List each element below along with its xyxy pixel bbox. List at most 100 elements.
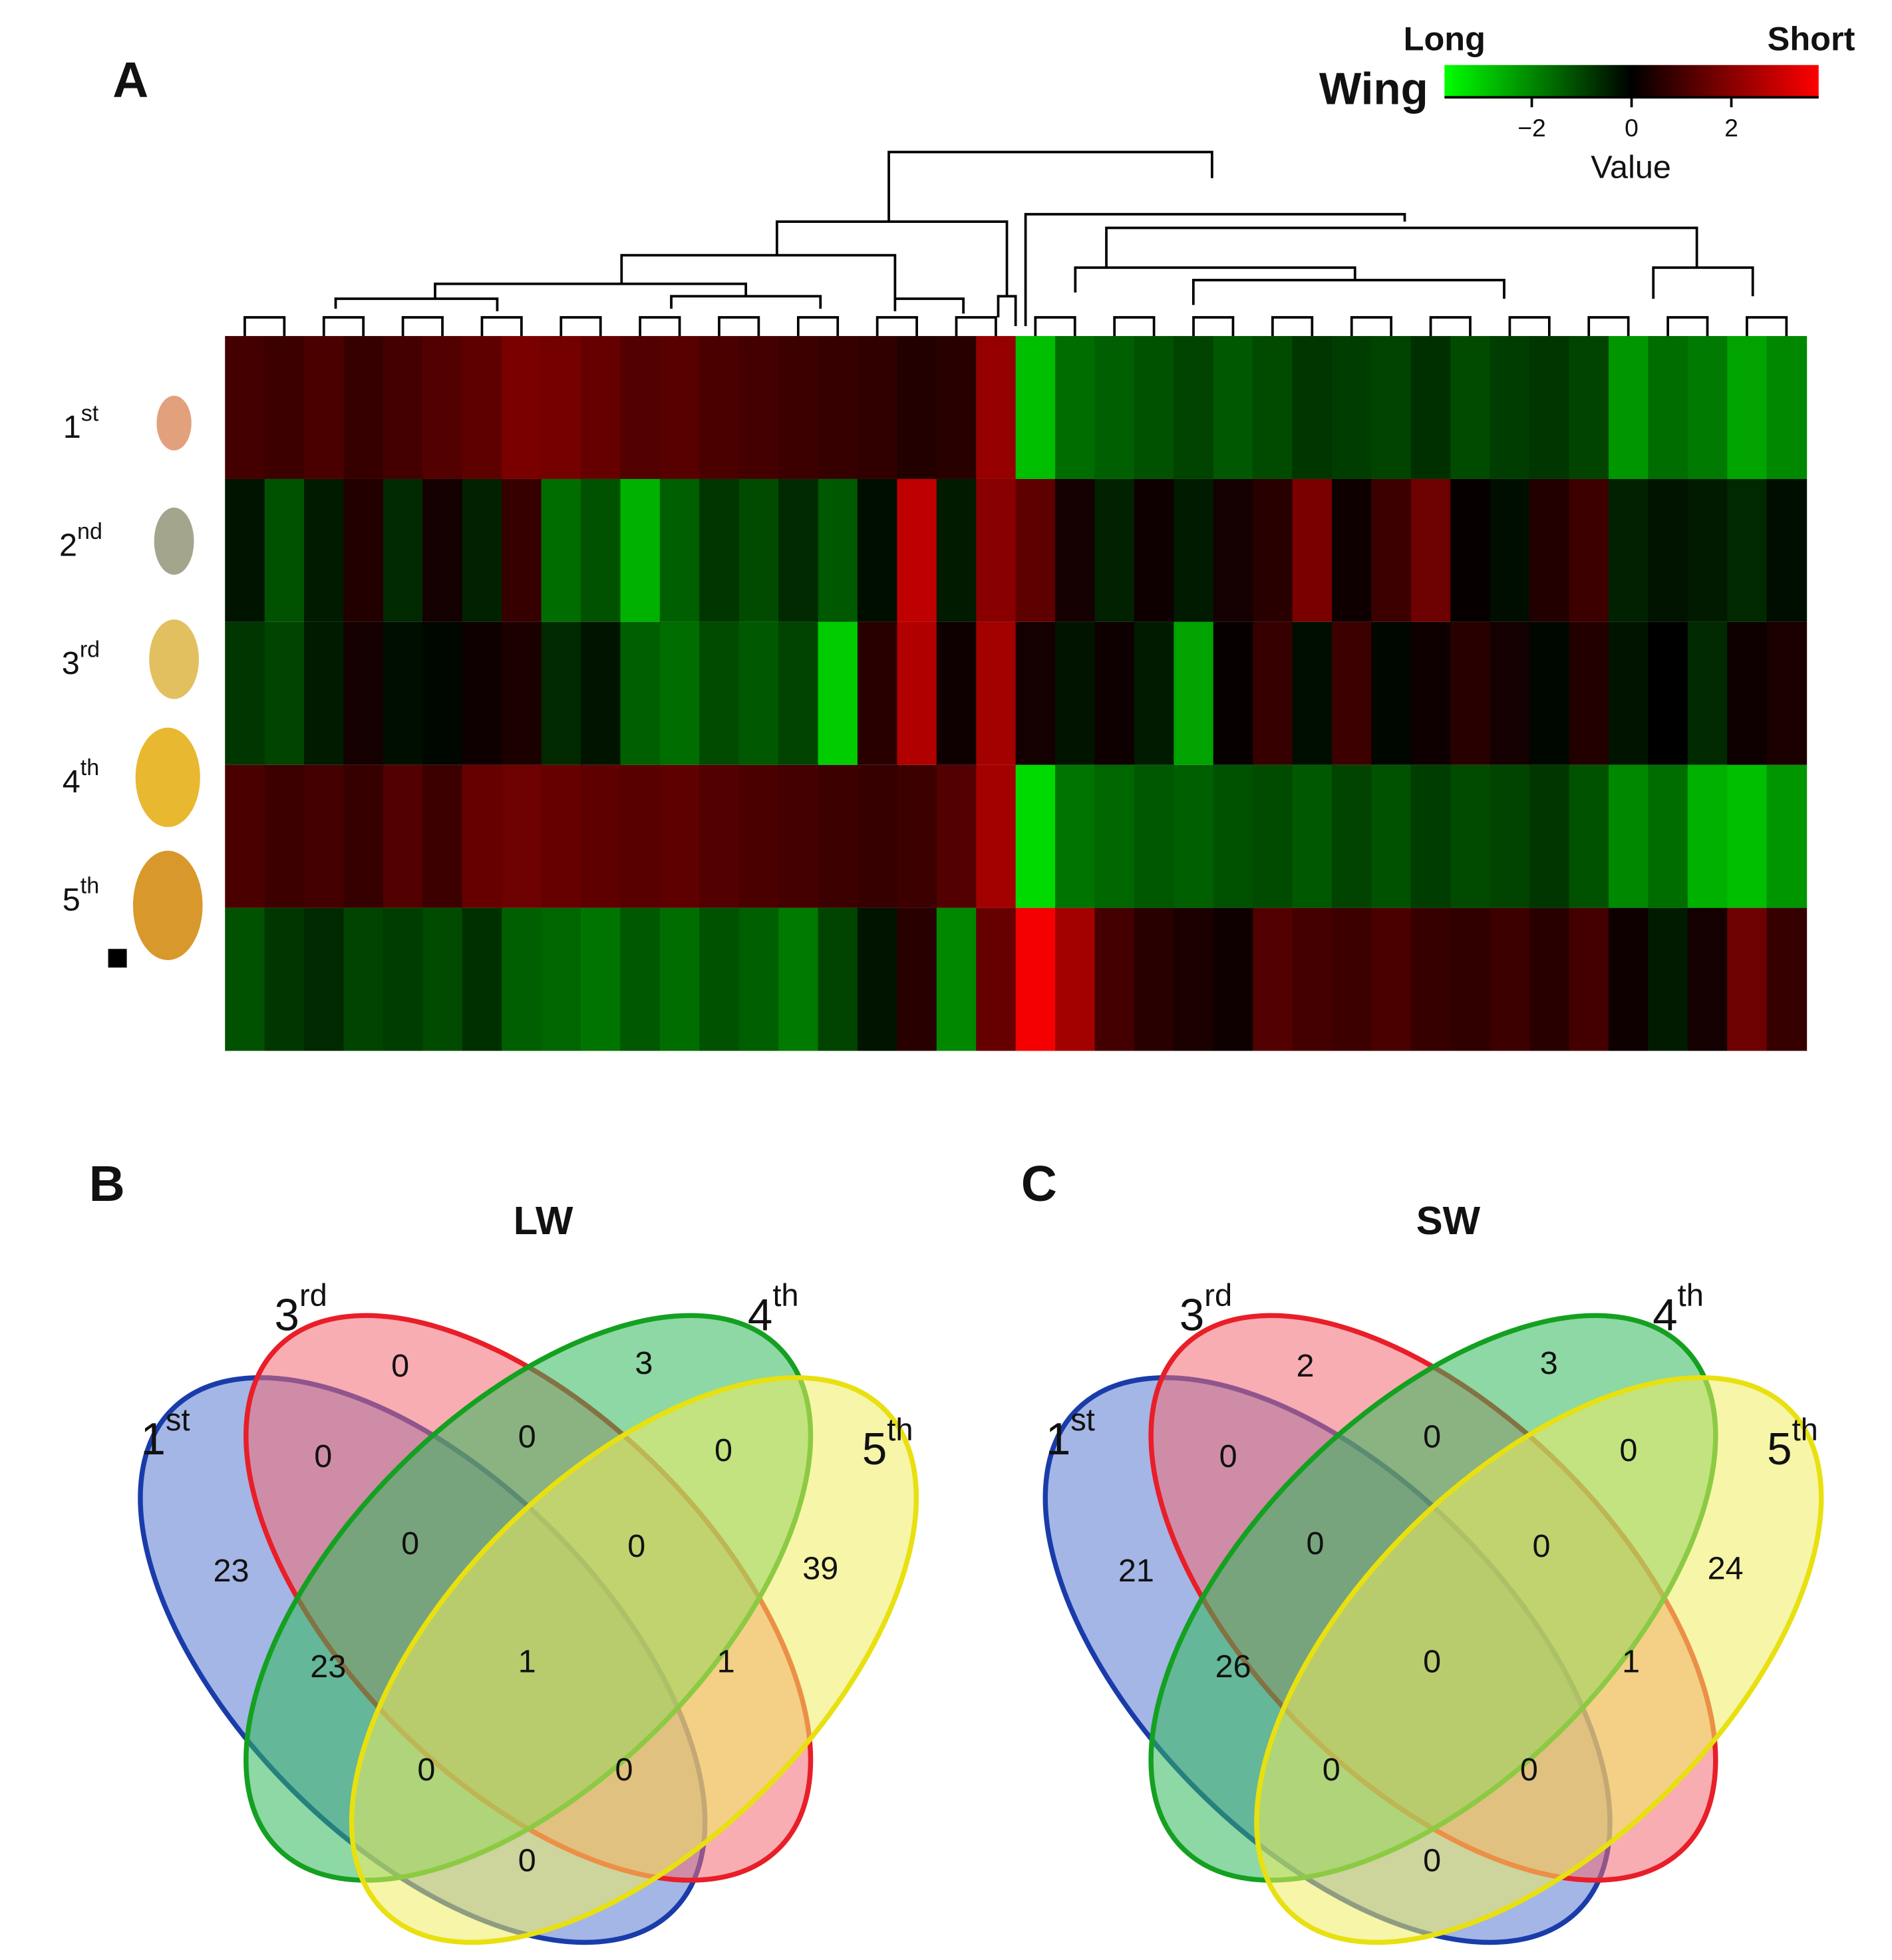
- heatmap-cell: [264, 478, 305, 622]
- venn-count: 23: [310, 1649, 346, 1685]
- dendrogram-leaf: [1271, 316, 1314, 337]
- heatmap-cell: [422, 478, 463, 622]
- row-label: 5th: [63, 873, 99, 917]
- heatmap-cell: [1174, 336, 1214, 479]
- heatmap-cell: [383, 336, 424, 479]
- heatmap-cell: [304, 764, 345, 908]
- heatmap-cell: [1490, 907, 1531, 1051]
- venn-set-label-base: 4: [748, 1290, 772, 1340]
- heatmap-cell: [897, 907, 937, 1051]
- heatmap-cell: [343, 478, 385, 622]
- heatmap-cell: [1253, 907, 1293, 1051]
- dendrogram-leaf: [1113, 316, 1156, 337]
- panel-letter: B: [89, 1156, 125, 1212]
- heatmap-cell: [1015, 907, 1056, 1051]
- dendrogram-leaf: [243, 316, 286, 337]
- venn-count: 1: [518, 1644, 536, 1680]
- heatmap-cell: [462, 907, 503, 1051]
- heatmap-cell: [1055, 478, 1096, 622]
- heatmap-cell: [1727, 478, 1768, 622]
- heatmap-cell: [699, 478, 740, 622]
- venn-set-label-base: 3: [1180, 1290, 1204, 1340]
- heatmap-cell: [264, 764, 305, 908]
- row-label-base: 4: [63, 764, 80, 800]
- dendrogram-leaf: [875, 316, 918, 337]
- heatmap-cell: [422, 621, 463, 765]
- venn-count: 0: [1533, 1528, 1551, 1564]
- heatmap-cell: [1371, 764, 1412, 908]
- venn-set-label-sup: rd: [299, 1277, 327, 1313]
- venn-title: LW: [514, 1198, 573, 1243]
- heatmap-cell: [1292, 907, 1333, 1051]
- heatmap-cell: [1648, 336, 1688, 479]
- heatmap-cell: [699, 336, 740, 479]
- venn-count: 2: [1297, 1348, 1315, 1384]
- heatmap-cell: [1015, 621, 1056, 765]
- heatmap-cell: [818, 907, 859, 1051]
- colorbar-tick-label: 0: [1625, 114, 1639, 142]
- heatmap-cell: [541, 478, 582, 622]
- heatmap-cell: [738, 764, 780, 908]
- heatmap-cell: [1134, 336, 1175, 479]
- heatmap-cell: [818, 764, 859, 908]
- heatmap-cell: [1687, 621, 1728, 765]
- heatmap-cell: [1450, 478, 1491, 622]
- heatmap-cell: [936, 764, 977, 908]
- heatmap-cell: [818, 478, 859, 622]
- heatmap-cell: [699, 621, 740, 765]
- venn-set-label: 1st: [1046, 1402, 1095, 1464]
- heatmap-cell: [1371, 907, 1412, 1051]
- heatmap-cell: [1015, 764, 1056, 908]
- heatmap-cell: [1094, 336, 1136, 479]
- heatmap-cell: [857, 621, 898, 765]
- venn-count: 0: [391, 1348, 409, 1384]
- heatmap-cell: [1766, 764, 1808, 908]
- heatmap-cell: [1648, 907, 1688, 1051]
- venn-count: 0: [417, 1752, 435, 1788]
- heatmap-cell: [1608, 478, 1649, 622]
- heatmap-cell: [1094, 621, 1136, 765]
- heatmap-cell: [541, 764, 582, 908]
- venn-set-label-sup: th: [772, 1277, 798, 1313]
- heatmap-cell: [1410, 478, 1452, 622]
- heatmap-cell: [462, 478, 503, 622]
- venn-count: 3: [635, 1345, 653, 1381]
- venn-set-label: 5th: [1767, 1412, 1818, 1474]
- heatmap-cell: [976, 478, 1017, 622]
- heatmap-cell: [1727, 907, 1768, 1051]
- row-label: 3rd: [62, 637, 100, 681]
- heatmap-cell: [1253, 336, 1293, 479]
- heatmap-cell: [1332, 907, 1372, 1051]
- heatmap-cell: [1213, 478, 1254, 622]
- heatmap-cell: [581, 621, 621, 765]
- heatmap-cell: [1608, 336, 1649, 479]
- heatmap-cell: [1134, 907, 1175, 1051]
- venn-set-label-sup: th: [887, 1412, 913, 1447]
- dendrogram-leaf: [955, 316, 997, 337]
- dendrogram-leaf: [1350, 316, 1393, 337]
- heatmap-cell: [1174, 907, 1214, 1051]
- colorbar-tick-label: 2: [1724, 114, 1738, 142]
- heatmap-cell: [1174, 621, 1214, 765]
- venn-set-label: 1st: [141, 1402, 190, 1464]
- legend-high: Short: [1768, 20, 1855, 58]
- row-label-base: 2: [59, 528, 77, 564]
- venn-set-label-base: 5: [862, 1424, 887, 1474]
- venn-count: 0: [1423, 1644, 1441, 1680]
- heatmap-cell: [343, 907, 385, 1051]
- heatmap-cell: [1569, 336, 1610, 479]
- heatmap-cell: [1450, 907, 1491, 1051]
- heatmap-cell: [383, 621, 424, 765]
- venn-set-label-sup: th: [1678, 1277, 1704, 1313]
- heatmap-cell: [897, 478, 937, 622]
- panel-letter: C: [1021, 1156, 1057, 1212]
- heatmap-cell: [1253, 478, 1293, 622]
- venn-count: 0: [518, 1418, 536, 1454]
- dendrogram-leaf: [1666, 316, 1709, 337]
- heatmap-cell: [1094, 764, 1136, 908]
- heatmap-cell: [541, 621, 582, 765]
- heatmap-cell: [462, 764, 503, 908]
- heatmap-cell: [857, 764, 898, 908]
- panel-letter: A: [112, 51, 148, 107]
